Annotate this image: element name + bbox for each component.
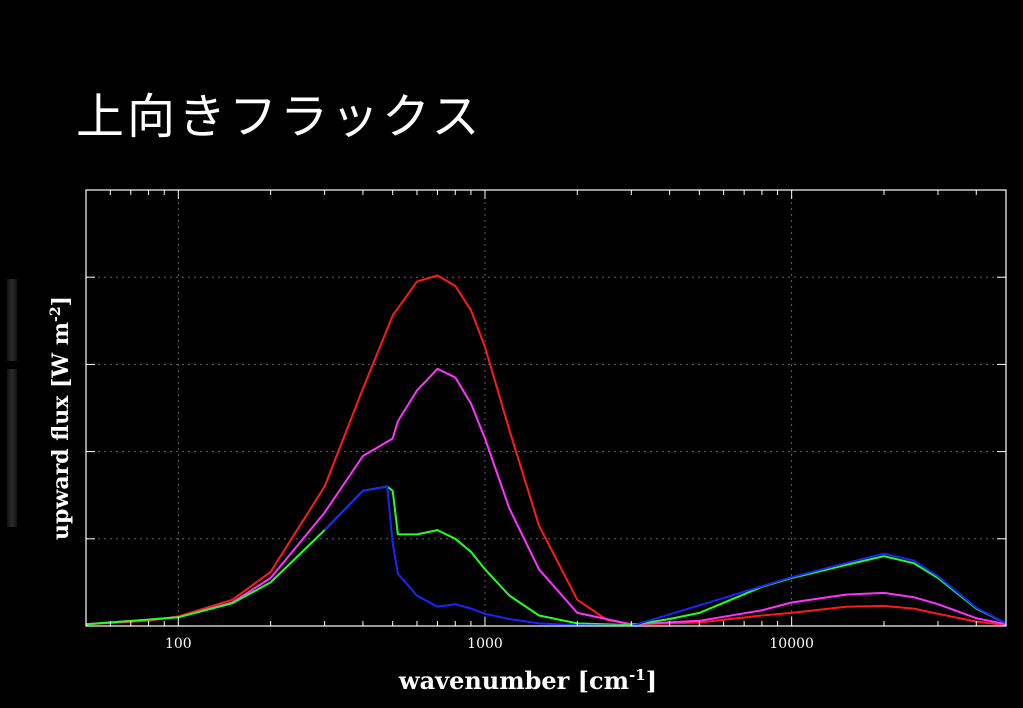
series-line-0: [86, 274, 1006, 626]
x-axis-label-superscript: -1: [629, 666, 646, 684]
plot-background: [86, 190, 1006, 626]
x-axis-label-main: wavenumber [cm: [398, 666, 629, 695]
slide-title: 上向きフラックス: [76, 89, 483, 145]
x-tick-label-1: 1000: [467, 636, 503, 652]
side-decoration-bar-upper: [7, 279, 17, 361]
y-axis-label-suffix: ]: [48, 296, 74, 306]
x-axis-label: wavenumber [cm-1]: [398, 666, 657, 695]
x-tick-label-2: 10000: [769, 636, 814, 652]
x-axis-label-suffix: ]: [646, 666, 657, 695]
y-axis-label-superscript: -2: [48, 306, 64, 322]
x-tick-labels: 100 1000 10000: [165, 636, 814, 652]
plot-frame: [85, 189, 1007, 627]
series-layer: [86, 274, 1006, 626]
y-axis-label-main: upward flux [W m: [48, 322, 74, 540]
side-decoration-bar-lower: [7, 369, 17, 527]
grid-lines: [86, 190, 1006, 626]
axis-ticks: [85, 190, 1007, 626]
y-axis-label: upward flux [W m-2]: [48, 296, 74, 540]
series-line-3: [323, 485, 1006, 626]
series-line-1: [86, 367, 1006, 626]
x-tick-label-0: 100: [165, 636, 192, 652]
